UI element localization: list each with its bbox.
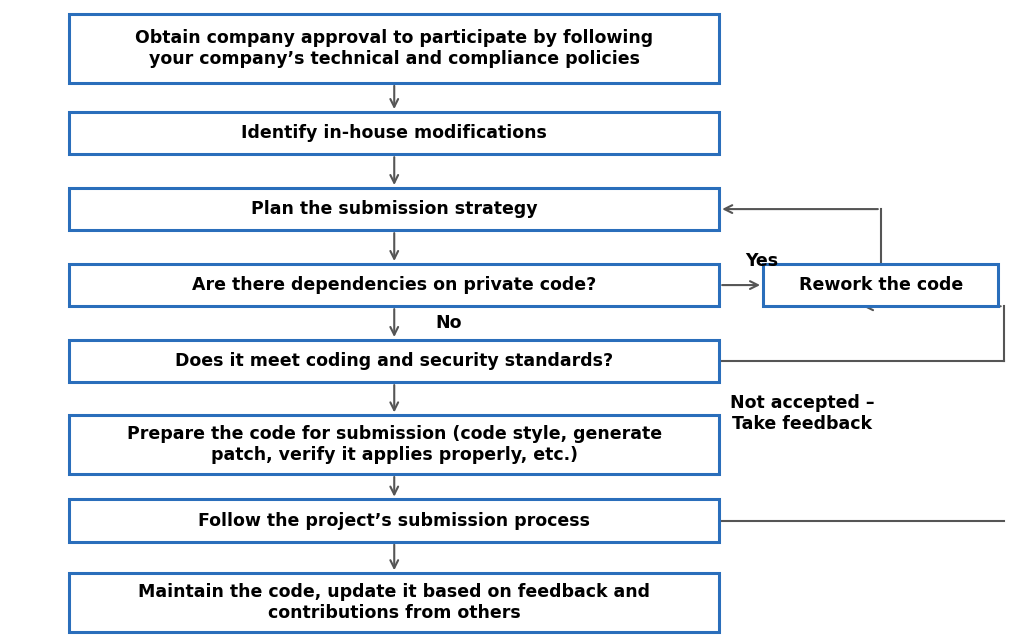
Text: No: No (435, 314, 462, 332)
Text: Maintain the code, update it based on feedback and
contributions from others: Maintain the code, update it based on fe… (138, 583, 650, 622)
FancyBboxPatch shape (70, 264, 719, 306)
FancyBboxPatch shape (70, 340, 719, 382)
FancyBboxPatch shape (70, 188, 719, 230)
Text: Obtain company approval to participate by following
your company’s technical and: Obtain company approval to participate b… (135, 29, 653, 67)
Text: Yes: Yes (745, 252, 778, 270)
Text: Prepare the code for submission (code style, generate
patch, verify it applies p: Prepare the code for submission (code st… (127, 425, 662, 464)
FancyBboxPatch shape (763, 264, 998, 306)
Text: Does it meet coding and security standards?: Does it meet coding and security standar… (175, 352, 613, 370)
Text: Identify in-house modifications: Identify in-house modifications (242, 124, 547, 142)
Text: Plan the submission strategy: Plan the submission strategy (251, 200, 538, 218)
FancyBboxPatch shape (70, 13, 719, 83)
FancyBboxPatch shape (70, 499, 719, 542)
Text: Not accepted –
Take feedback: Not accepted – Take feedback (729, 394, 874, 433)
Text: Follow the project’s submission process: Follow the project’s submission process (199, 512, 590, 530)
Text: Are there dependencies on private code?: Are there dependencies on private code? (193, 276, 596, 294)
FancyBboxPatch shape (70, 415, 719, 474)
FancyBboxPatch shape (70, 112, 719, 154)
FancyBboxPatch shape (70, 573, 719, 632)
Text: Rework the code: Rework the code (799, 276, 963, 294)
